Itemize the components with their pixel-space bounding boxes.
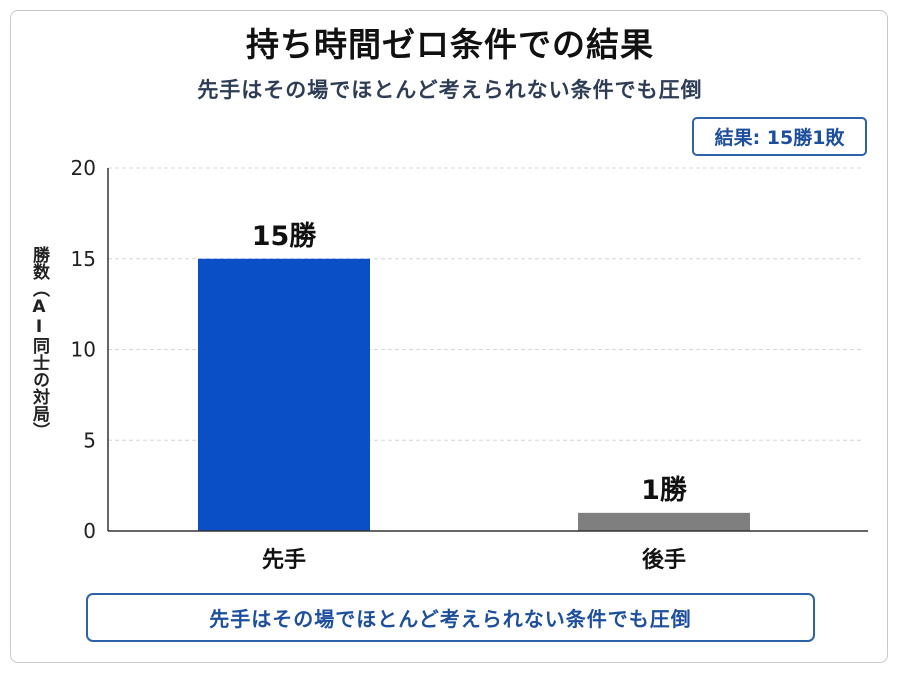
category-labels: 先手 後手 <box>262 547 686 573</box>
data-label: 15勝 <box>252 221 318 252</box>
category-label: 後手 <box>642 547 686 573</box>
data-labels: 15勝 1勝 <box>252 221 688 506</box>
y-tick-label: 20 <box>71 156 96 180</box>
axes <box>107 168 868 532</box>
y-tick-label: 5 <box>83 428 96 452</box>
bars <box>198 258 750 531</box>
category-label: 先手 <box>262 548 306 573</box>
y-tick-label: 0 <box>83 519 96 543</box>
bar-2 <box>578 512 750 531</box>
data-label: 1勝 <box>641 475 688 506</box>
chart-subtitle: 先手はその場でほとんど考えられない条件でも圧倒 <box>197 78 703 102</box>
y-tick-label: 10 <box>71 338 96 362</box>
y-ticks: 0 5 10 15 20 <box>71 156 96 543</box>
result-badge: 結果: 15勝1敗 <box>692 117 867 156</box>
y-tick-label: 15 <box>71 247 96 271</box>
y-axis-label: 勝数（AI同士の対局） <box>29 246 49 439</box>
bar-1 <box>198 258 370 531</box>
chart-title: 持ち時間ゼロ条件での結果 <box>246 25 654 64</box>
summary-box: 先手はその場でほとんど考えられない条件でも圧倒 <box>86 593 815 642</box>
